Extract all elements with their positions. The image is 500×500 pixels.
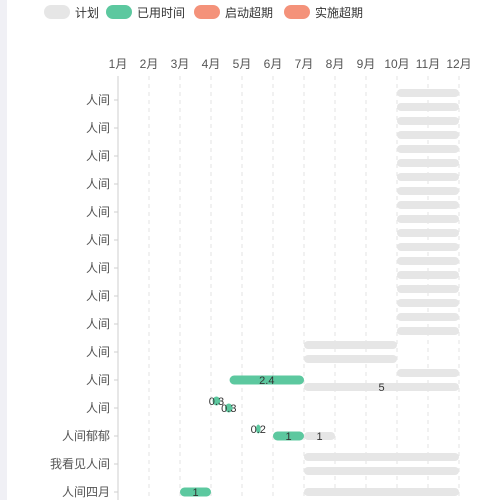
legend-label-used: 已用时间 <box>137 5 186 20</box>
legend-label-impl-overdue: 实施超期 <box>315 5 364 20</box>
month-tick-label: 10月 <box>384 57 409 71</box>
plan-bar[interactable] <box>304 383 459 391</box>
plan-bar[interactable] <box>397 327 459 335</box>
legend-item-start-overdue[interactable]: 启动超期 <box>194 4 273 20</box>
month-tick-label: 8月 <box>326 57 345 71</box>
used-time-bar[interactable] <box>224 403 233 413</box>
category-label: 人间 <box>86 121 110 135</box>
month-tick-label: 1月 <box>109 57 128 71</box>
plan-value-label: 5 <box>378 382 384 394</box>
plan-bar[interactable] <box>397 215 459 223</box>
plan-bar[interactable] <box>304 341 397 349</box>
plan-bar[interactable] <box>397 159 459 167</box>
category-label: 人间 <box>86 401 110 415</box>
category-label: 人间 <box>86 93 110 107</box>
category-label: 人间 <box>86 317 110 331</box>
plan-bar[interactable] <box>397 89 459 97</box>
category-label: 我看见人间 <box>50 457 110 471</box>
used-time-bar[interactable] <box>229 375 304 385</box>
used-time-bar[interactable] <box>273 431 304 441</box>
plan-bar[interactable] <box>397 271 459 279</box>
legend-swatch-used <box>106 5 132 19</box>
plan-bar[interactable] <box>397 229 459 237</box>
plan-bar[interactable] <box>304 355 397 363</box>
month-tick-label: 3月 <box>171 57 190 71</box>
legend-swatch-start-overdue <box>194 5 220 19</box>
plan-bar[interactable] <box>397 243 459 251</box>
legend-label-start-overdue: 启动超期 <box>225 5 274 20</box>
month-tick-label: 9月 <box>357 57 376 71</box>
used-time-label: 1 <box>285 431 291 443</box>
month-tick-label: 7月 <box>295 57 314 71</box>
legend-item-plan[interactable]: 计划 <box>44 4 99 20</box>
month-tick-label: 11月 <box>416 57 440 71</box>
plan-bar[interactable] <box>397 173 459 181</box>
plan-bar[interactable] <box>397 145 459 153</box>
plan-bar[interactable] <box>397 285 459 293</box>
month-tick-label: 12月 <box>446 57 471 71</box>
plan-bar[interactable] <box>397 201 459 209</box>
plan-bar[interactable] <box>397 117 459 125</box>
used-time-label: 0.3 <box>221 403 236 415</box>
plan-bar[interactable] <box>397 369 459 377</box>
category-label: 人间 <box>86 149 110 163</box>
plan-bar[interactable] <box>397 187 459 195</box>
category-label: 人间 <box>86 177 110 191</box>
category-label: 人间 <box>86 205 110 219</box>
month-tick-label: 2月 <box>140 57 159 71</box>
plan-bar[interactable] <box>304 453 459 461</box>
month-tick-label: 4月 <box>202 57 221 71</box>
used-time-label: 2.4 <box>259 375 274 387</box>
plan-bar[interactable] <box>304 432 335 440</box>
category-label: 人间 <box>86 373 110 387</box>
plan-bar[interactable] <box>397 313 459 321</box>
plan-bar[interactable] <box>304 467 459 475</box>
used-time-label: 0.3 <box>209 396 224 408</box>
plan-bar[interactable] <box>397 131 459 139</box>
plan-bar[interactable] <box>304 488 459 496</box>
used-time-bar[interactable] <box>180 487 211 497</box>
used-time-bar[interactable] <box>212 396 221 406</box>
category-label: 人间四月 <box>62 485 110 499</box>
category-label: 人间 <box>86 289 110 303</box>
category-label: 人间郁郁 <box>62 428 110 443</box>
used-time-label: 1 <box>192 487 198 499</box>
plan-bar[interactable] <box>397 257 459 265</box>
category-label: 人间 <box>86 261 110 275</box>
month-tick-label: 5月 <box>233 57 252 71</box>
legend-item-impl-overdue[interactable]: 实施超期 <box>284 4 363 20</box>
category-label: 人间 <box>86 233 110 247</box>
legend-swatch-plan <box>44 5 70 19</box>
category-label: 人间 <box>86 345 110 359</box>
plan-value-label: 1 <box>316 431 322 443</box>
used-time-bar[interactable] <box>255 424 261 434</box>
plan-bar[interactable] <box>397 103 459 111</box>
legend-item-used[interactable]: 已用时间 <box>106 4 185 20</box>
month-tick-label: 6月 <box>264 57 283 71</box>
legend-swatch-impl-overdue <box>284 5 310 19</box>
used-time-label: 0.2 <box>251 424 266 436</box>
legend-label-plan: 计划 <box>75 5 100 20</box>
plan-bar[interactable] <box>397 299 459 307</box>
left-edge-strip <box>0 0 7 500</box>
